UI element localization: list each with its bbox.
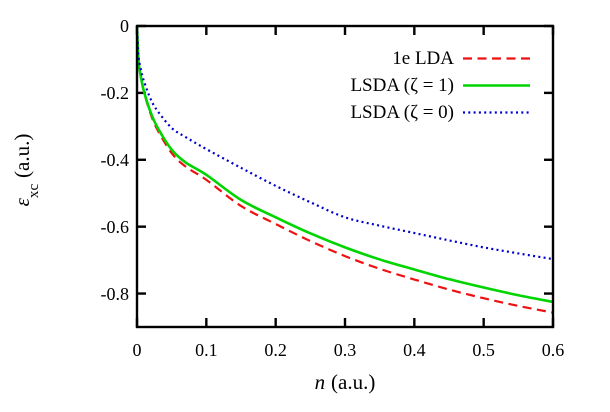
legend-line-sample — [463, 57, 530, 60]
y-tick-label: -0.2 — [100, 82, 130, 103]
y-tick-label: 0 — [120, 16, 129, 36]
x-axis-label: n (a.u.) — [285, 370, 405, 395]
y-tick-label: -0.8 — [100, 283, 130, 304]
legend-row: LSDA (ζ = 0) — [350, 99, 530, 126]
y-tick-label: -0.6 — [100, 216, 130, 237]
x-tick-label: 0.3 — [333, 340, 357, 360]
legend-line-sample — [463, 111, 530, 114]
legend-label: LSDA (ζ = 1) — [350, 74, 454, 96]
x-tick-label: 0.6 — [541, 340, 565, 360]
x-axis-units: (a.u.) — [331, 370, 376, 394]
legend-label: LSDA (ζ = 0) — [350, 101, 454, 123]
y-axis-label: εxc (a.u.) — [9, 88, 42, 252]
x-axis-symbol: n — [314, 370, 326, 394]
y-axis-symbol: ε — [10, 198, 34, 207]
legend: 1e LDA LSDA (ζ = 1) LSDA (ζ = 0) — [350, 45, 530, 126]
curve-lsda-0 — [135, 25, 554, 261]
y-axis-subscript: xc — [25, 183, 42, 199]
x-tick-label: 0.4 — [403, 340, 426, 360]
y-axis-units: (a.u.) — [10, 133, 34, 178]
x-tick-label: 0 — [132, 340, 142, 360]
x-tick-label: 0.2 — [264, 340, 287, 360]
curve-lsda-1 — [135, 25, 554, 304]
legend-line-sample — [463, 84, 530, 87]
legend-row: LSDA (ζ = 1) — [350, 72, 530, 99]
x-tick-label: 0.5 — [472, 340, 495, 360]
legend-row: 1e LDA — [350, 45, 530, 72]
x-tick-label: 0.1 — [195, 340, 218, 360]
plot-frame — [135, 24, 555, 329]
y-tick-label: -0.4 — [100, 149, 130, 170]
legend-label: 1e LDA — [392, 47, 454, 69]
